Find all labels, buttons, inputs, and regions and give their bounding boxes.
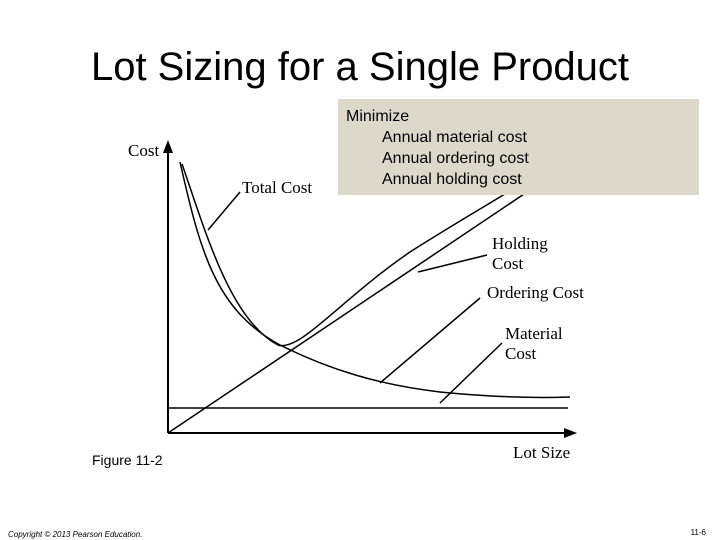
holding-cost-line — [167, 179, 546, 434]
ordering-cost-curve — [179, 161, 571, 399]
y-axis-label: Cost — [128, 141, 159, 160]
copyright-notice: Copyright © 2013 Pearson Education. — [8, 530, 143, 539]
total-cost-label: Total Cost — [242, 178, 312, 197]
slide-title: Lot Sizing for a Single Product — [90, 45, 630, 89]
y-axis-arrowhead — [163, 140, 173, 153]
material-cost-label-1: Material — [505, 324, 563, 343]
total-cost-curve — [181, 163, 541, 347]
material-cost-leader — [439, 342, 503, 404]
callout-heading: Minimize — [346, 108, 410, 125]
x-axis-label: Lot Size — [513, 443, 570, 462]
page-number: 11-6 — [690, 528, 706, 537]
ordering-cost-label: Ordering Cost — [487, 283, 584, 302]
minimize-callout: Minimize Annual material cost Annual ord… — [338, 99, 699, 195]
callout-item-ordering: Annual ordering cost — [382, 150, 529, 167]
holding-cost-label-2: Cost — [492, 254, 523, 273]
x-axis-arrowhead — [564, 428, 577, 438]
holding-cost-leader — [417, 254, 488, 273]
callout-item-material: Annual material cost — [382, 129, 527, 146]
ordering-cost-leader — [379, 297, 481, 384]
total-cost-leader — [207, 191, 241, 231]
callout-item-holding: Annual holding cost — [382, 171, 522, 188]
figure-caption: Figure 11-2 — [92, 452, 163, 468]
material-cost-label-2: Cost — [505, 344, 536, 363]
holding-cost-label-1: Holding — [492, 234, 548, 253]
